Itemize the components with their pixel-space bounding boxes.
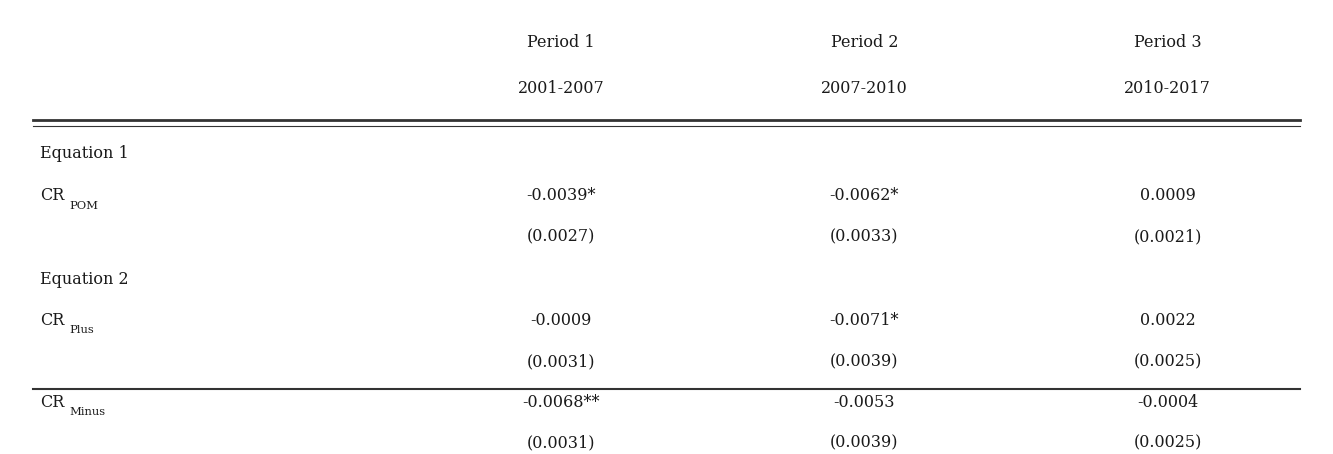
Text: CR: CR bbox=[40, 312, 64, 329]
Text: 2001-2007: 2001-2007 bbox=[517, 80, 604, 97]
Text: (0.0027): (0.0027) bbox=[527, 228, 595, 245]
Text: Equation 1: Equation 1 bbox=[40, 144, 129, 162]
Text: Equation 2: Equation 2 bbox=[40, 271, 128, 288]
Text: 0.0009: 0.0009 bbox=[1140, 188, 1196, 204]
Text: Period 2: Period 2 bbox=[830, 34, 898, 50]
Text: -0.0009: -0.0009 bbox=[531, 312, 592, 329]
Text: Period 1: Period 1 bbox=[527, 34, 595, 50]
Text: Minus: Minus bbox=[69, 407, 105, 417]
Text: (0.0039): (0.0039) bbox=[830, 435, 898, 452]
Text: -0.0068**: -0.0068** bbox=[523, 394, 600, 411]
Text: (0.0031): (0.0031) bbox=[527, 353, 596, 370]
Text: 0.0022: 0.0022 bbox=[1140, 312, 1196, 329]
Text: 2010-2017: 2010-2017 bbox=[1124, 80, 1212, 97]
Text: Period 3: Period 3 bbox=[1134, 34, 1201, 50]
Text: -0.0039*: -0.0039* bbox=[527, 188, 596, 204]
Text: (0.0025): (0.0025) bbox=[1133, 353, 1202, 370]
Text: CR: CR bbox=[40, 188, 64, 204]
Text: CR: CR bbox=[40, 394, 64, 411]
Text: -0.0053: -0.0053 bbox=[833, 394, 896, 411]
Text: -0.0071*: -0.0071* bbox=[829, 312, 900, 329]
Text: (0.0039): (0.0039) bbox=[830, 353, 898, 370]
Text: Plus: Plus bbox=[69, 326, 93, 336]
Text: -0.0004: -0.0004 bbox=[1137, 394, 1198, 411]
Text: (0.0025): (0.0025) bbox=[1133, 435, 1202, 452]
Text: 2007-2010: 2007-2010 bbox=[821, 80, 908, 97]
Text: (0.0033): (0.0033) bbox=[830, 228, 898, 245]
Text: (0.0021): (0.0021) bbox=[1133, 228, 1202, 245]
Text: POM: POM bbox=[69, 201, 97, 211]
Text: -0.0062*: -0.0062* bbox=[829, 188, 898, 204]
Text: (0.0031): (0.0031) bbox=[527, 435, 596, 452]
